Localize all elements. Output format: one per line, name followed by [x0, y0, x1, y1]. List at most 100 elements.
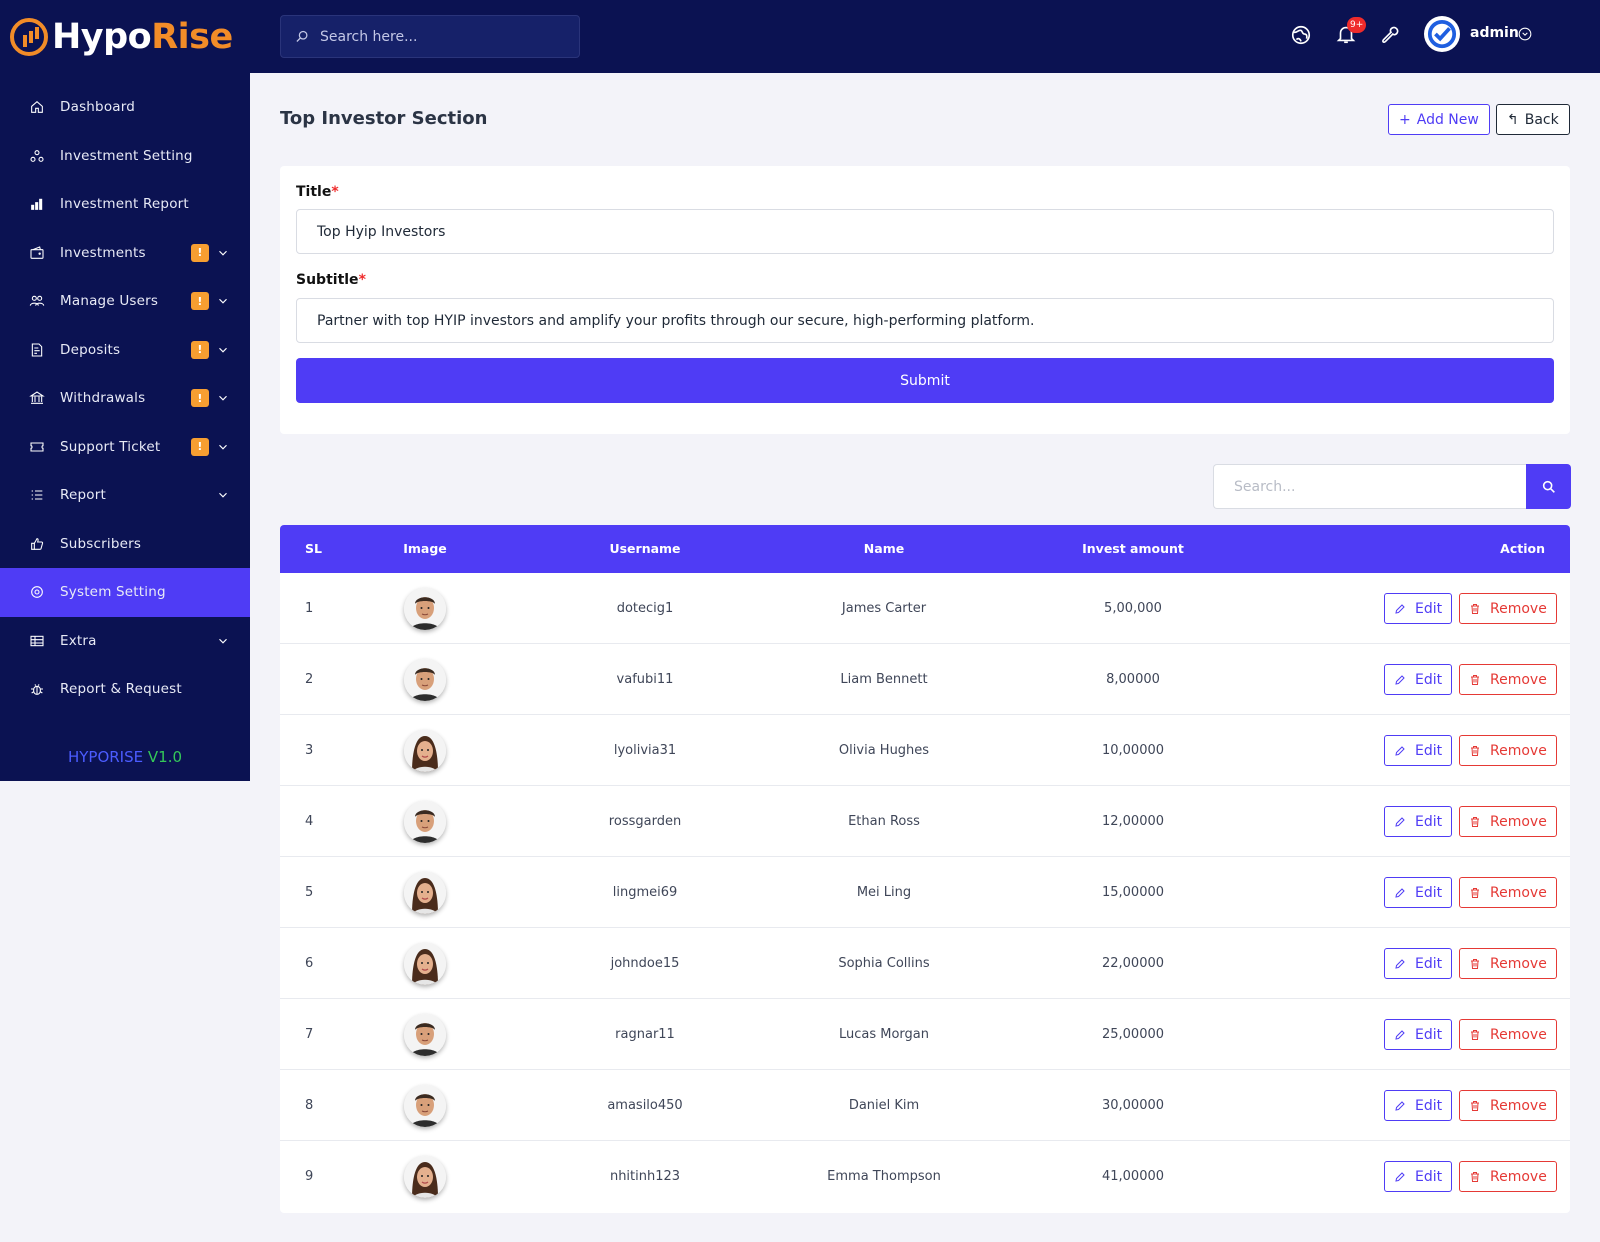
alert-badge: ! — [191, 389, 209, 408]
thumbs-up-icon — [28, 535, 46, 553]
submit-button[interactable]: Submit — [296, 358, 1554, 403]
row-sl: 2 — [305, 672, 314, 687]
notification-count-badge: 9+ — [1347, 17, 1367, 33]
chevron-down-icon[interactable] — [216, 246, 230, 260]
notification-bell-icon[interactable]: 9+ — [1335, 17, 1367, 45]
sidebar-item-label: Report & Request — [60, 681, 182, 698]
trash-icon — [1471, 1100, 1479, 1111]
edit-button[interactable]: Edit — [1384, 664, 1453, 695]
remove-button[interactable]: Remove — [1459, 1161, 1557, 1192]
wrench-icon[interactable] — [1380, 24, 1402, 46]
remove-button[interactable]: Remove — [1459, 806, 1557, 837]
brand-logo[interactable]: HypoRise — [0, 0, 250, 73]
edit-button[interactable]: Edit — [1384, 948, 1453, 979]
sidebar-item-withdrawals[interactable]: Withdrawals! — [0, 374, 250, 423]
edit-button[interactable]: Edit — [1384, 877, 1453, 908]
header-image: Image — [403, 541, 447, 556]
chevron-down-icon[interactable] — [216, 440, 230, 454]
row-username: lyolivia31 — [613, 743, 677, 758]
chevron-down-icon[interactable] — [216, 634, 230, 648]
search-icon — [296, 30, 308, 42]
edit-button[interactable]: Edit — [1384, 1161, 1453, 1192]
global-search-input[interactable]: Search here... — [280, 15, 580, 58]
brand-name: HypoRise — [52, 16, 233, 57]
row-sl: 6 — [305, 956, 314, 971]
edit-button[interactable]: Edit — [1384, 1019, 1453, 1050]
table-search-button[interactable] — [1526, 464, 1571, 509]
row-name: Emma Thompson — [827, 1169, 941, 1184]
table-icon — [28, 632, 46, 650]
pencil-icon — [1395, 674, 1405, 685]
back-button[interactable]: ↰ Back — [1496, 104, 1570, 135]
remove-button[interactable]: Remove — [1459, 593, 1557, 624]
edit-button[interactable]: Edit — [1384, 806, 1453, 837]
row-sl: 3 — [305, 743, 314, 758]
sidebar-item-support-ticket[interactable]: Support Ticket! — [0, 423, 250, 472]
wallet-icon — [28, 244, 46, 262]
username-label[interactable]: admin — [1470, 25, 1519, 41]
sidebar-item-investment-setting[interactable]: Investment Setting — [0, 132, 250, 181]
row-name: Ethan Ross — [848, 814, 920, 829]
table-body: 1 dotecig1 James Carter 5,00,000 Edit Remove 2… — [280, 573, 1570, 1212]
row-invest-amount: 8,00000 — [1106, 672, 1160, 687]
sidebar-nav: Dashboard Investment Setting Investment Re… — [0, 83, 250, 714]
sidebar-item-report-request[interactable]: Report & Request — [0, 665, 250, 714]
chevron-down-icon[interactable] — [216, 343, 230, 357]
sidebar-item-extra[interactable]: Extra — [0, 617, 250, 666]
section-form-card: Title* Top Hyip Investors Subtitle* Part… — [280, 166, 1570, 434]
chevron-down-icon[interactable] — [216, 488, 230, 502]
table-search-input[interactable]: Search... — [1213, 464, 1526, 509]
remove-button[interactable]: Remove — [1459, 735, 1557, 766]
trash-icon — [1471, 958, 1479, 969]
remove-button[interactable]: Remove — [1459, 664, 1557, 695]
remove-button[interactable]: Remove — [1459, 1090, 1557, 1121]
add-new-button[interactable]: + Add New — [1388, 104, 1490, 135]
chevron-down-icon[interactable] — [1518, 26, 1532, 41]
remove-button[interactable]: Remove — [1459, 948, 1557, 979]
row-invest-amount: 5,00,000 — [1104, 601, 1162, 616]
sidebar-item-deposits[interactable]: Deposits! — [0, 326, 250, 375]
settings-nodes-icon — [28, 147, 46, 165]
sidebar-item-label: Withdrawals — [60, 390, 146, 407]
page-title: Top Investor Section — [280, 108, 488, 129]
row-username: rossgarden — [608, 814, 682, 829]
user-avatar[interactable] — [1424, 16, 1460, 52]
sidebar-item-label: Report — [60, 487, 106, 504]
chevron-down-icon[interactable] — [216, 294, 230, 308]
gear-icon — [28, 583, 46, 601]
remove-button[interactable]: Remove — [1459, 877, 1557, 908]
sidebar-item-label: Support Ticket — [60, 438, 161, 455]
remove-button[interactable]: Remove — [1459, 1019, 1557, 1050]
sidebar-item-investments[interactable]: Investments! — [0, 229, 250, 278]
subtitle-input[interactable]: Partner with top HYIP investors and ampl… — [296, 298, 1554, 343]
sidebar-item-report[interactable]: Report — [0, 471, 250, 520]
edit-button[interactable]: Edit — [1384, 593, 1453, 624]
sidebar-item-manage-users[interactable]: Manage Users! — [0, 277, 250, 326]
pencil-icon — [1395, 1171, 1405, 1182]
edit-button[interactable]: Edit — [1384, 735, 1453, 766]
edit-button[interactable]: Edit — [1384, 1090, 1453, 1121]
sidebar-item-investment-report[interactable]: Investment Report — [0, 180, 250, 229]
table-row: 6 johndoe15 Sophia Collins 22,00000 Edit Remo… — [280, 928, 1570, 999]
male-avatar-icon — [404, 588, 446, 630]
pencil-icon — [1395, 887, 1405, 898]
bug-icon — [28, 680, 46, 698]
row-invest-amount: 30,00000 — [1101, 1098, 1165, 1113]
globe-icon[interactable] — [1290, 24, 1312, 46]
female-avatar-icon — [404, 1156, 446, 1198]
header-sl: SL — [305, 541, 322, 556]
male-avatar-icon — [404, 801, 446, 843]
pencil-icon — [1395, 603, 1405, 614]
bank-icon — [28, 389, 46, 407]
pencil-icon — [1395, 745, 1405, 756]
home-icon — [28, 98, 46, 116]
row-name: Olivia Hughes — [838, 743, 930, 758]
row-name: Lucas Morgan — [838, 1027, 930, 1042]
logo-icon — [10, 17, 48, 56]
alert-badge: ! — [191, 292, 209, 311]
title-input[interactable]: Top Hyip Investors — [296, 209, 1554, 254]
sidebar-item-dashboard[interactable]: Dashboard — [0, 83, 250, 132]
chevron-down-icon[interactable] — [216, 391, 230, 405]
sidebar-item-subscribers[interactable]: Subscribers — [0, 520, 250, 569]
sidebar-item-system-setting[interactable]: System Setting — [0, 568, 250, 617]
